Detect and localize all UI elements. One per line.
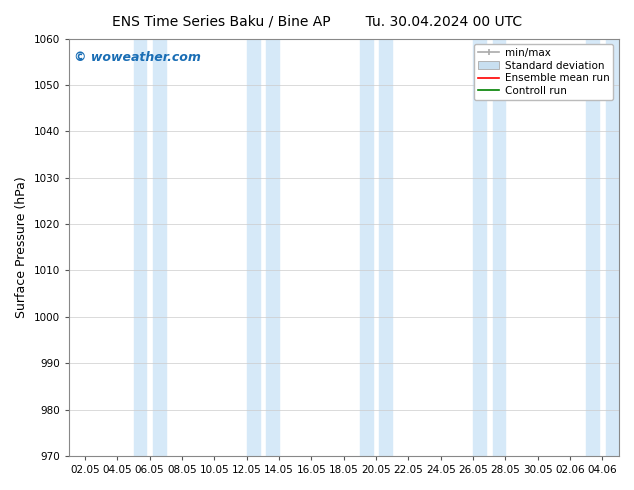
Y-axis label: Surface Pressure (hPa): Surface Pressure (hPa) (15, 176, 28, 318)
Bar (360, 39, 373, 456)
Bar (473, 39, 486, 456)
Bar (153, 39, 166, 456)
Legend: min/max, Standard deviation, Ensemble mean run, Controll run: min/max, Standard deviation, Ensemble me… (474, 44, 614, 100)
Bar (493, 39, 505, 456)
Bar (266, 39, 279, 456)
Bar (247, 39, 260, 456)
Bar (134, 39, 146, 456)
Bar (586, 39, 599, 456)
Bar (379, 39, 392, 456)
Text: ENS Time Series Baku / Bine AP        Tu. 30.04.2024 00 UTC: ENS Time Series Baku / Bine AP Tu. 30.04… (112, 15, 522, 29)
Text: © woweather.com: © woweather.com (74, 51, 201, 64)
Bar (605, 39, 619, 456)
